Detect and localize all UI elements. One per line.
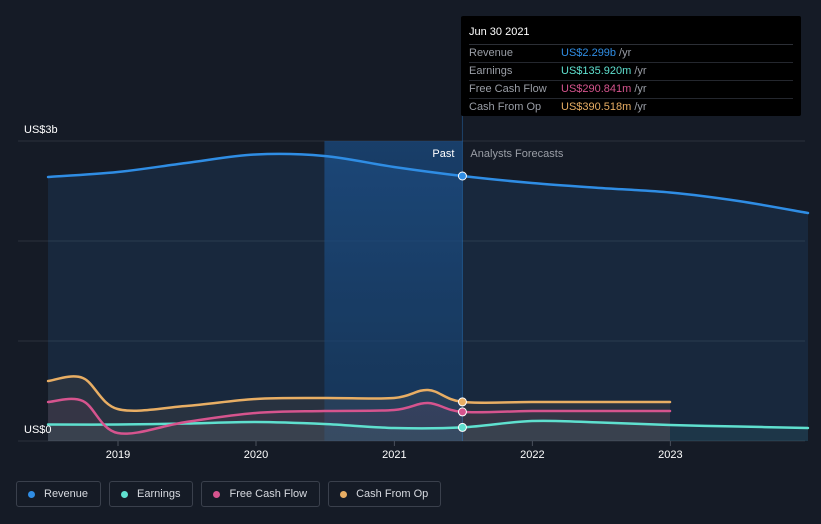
legend-dot-icon xyxy=(213,490,221,498)
tooltip-value: US$290.841m xyxy=(561,83,632,95)
x-axis-ticks: 2019 2020 2021 2022 2023 xyxy=(106,441,683,461)
chart-legend: Revenue Earnings Free Cash Flow Cash From O… xyxy=(16,481,449,507)
tooltip-label: Free Cash Flow xyxy=(469,83,547,95)
x-tick-label-2023: 2023 xyxy=(658,449,682,461)
x-tick-label-2022: 2022 xyxy=(520,449,544,461)
tooltip-value: US$135.920m xyxy=(561,65,632,77)
tooltip-date: Jun 30 2021 xyxy=(469,24,793,45)
tooltip-row-cash-from-op: Cash From Op US$390.518m/yr xyxy=(469,99,793,116)
earnings-area xyxy=(48,420,808,441)
legend-dot-icon xyxy=(121,490,129,498)
forecast-label: Analysts Forecasts xyxy=(470,148,563,160)
series-areas xyxy=(48,153,808,442)
legend-item-earnings[interactable]: Earnings xyxy=(109,481,194,507)
tooltip-unit: /yr xyxy=(634,65,647,77)
legend-dot-icon xyxy=(340,490,348,498)
tooltip-value: US$2.299b xyxy=(561,47,617,59)
revenue-area xyxy=(48,153,808,442)
tooltip-label: Earnings xyxy=(469,65,513,77)
past-region-highlight xyxy=(324,141,463,441)
tooltip-unit: /yr xyxy=(619,47,632,59)
x-tick-label-2019: 2019 xyxy=(106,449,130,461)
revenue-line xyxy=(46,152,810,215)
data-tooltip: Jun 30 2021 Revenue US$2.299b/yr Earnings U… xyxy=(461,16,801,116)
x-tick-label-2021: 2021 xyxy=(382,449,406,461)
legend-item-free-cash-flow[interactable]: Free Cash Flow xyxy=(201,481,321,507)
legend-dot-icon xyxy=(28,490,35,498)
legend-label: Cash From Op xyxy=(356,488,429,500)
cash-from-op-marker xyxy=(457,397,467,407)
legend-label: Earnings xyxy=(137,488,181,500)
tooltip-row-free-cash-flow: Free Cash Flow US$290.841m/yr xyxy=(469,81,793,99)
cash-from-op-area xyxy=(48,376,670,441)
x-tick-label-2020: 2020 xyxy=(244,449,268,461)
tooltip-label: Cash From Op xyxy=(469,101,542,113)
legend-label: Revenue xyxy=(44,488,89,500)
tooltip-label: Revenue xyxy=(469,47,514,59)
free-cash-flow-marker xyxy=(457,407,467,417)
past-label: Past xyxy=(432,148,454,160)
earnings-marker xyxy=(457,422,467,432)
y-axis-top-label: US$3b xyxy=(24,124,58,136)
free-cash-flow-line xyxy=(46,397,672,435)
tooltip-row-earnings: Earnings US$135.920m/yr xyxy=(469,63,793,81)
tooltip-value: US$390.518m xyxy=(561,101,632,113)
cash-from-op-line xyxy=(46,375,672,412)
revenue-marker xyxy=(457,171,467,181)
tooltip-row-revenue: Revenue US$2.299b/yr xyxy=(469,45,793,63)
legend-item-cash-from-op[interactable]: Cash From Op xyxy=(328,481,442,507)
series-lines xyxy=(46,152,810,435)
tooltip-unit: /yr xyxy=(634,101,647,113)
tooltip-unit: /yr xyxy=(634,83,647,95)
y-axis-bottom-label: US$0 xyxy=(24,424,52,436)
legend-item-revenue[interactable]: Revenue xyxy=(16,481,102,507)
legend-label: Free Cash Flow xyxy=(229,488,308,500)
free-cash-flow-area xyxy=(48,398,670,441)
